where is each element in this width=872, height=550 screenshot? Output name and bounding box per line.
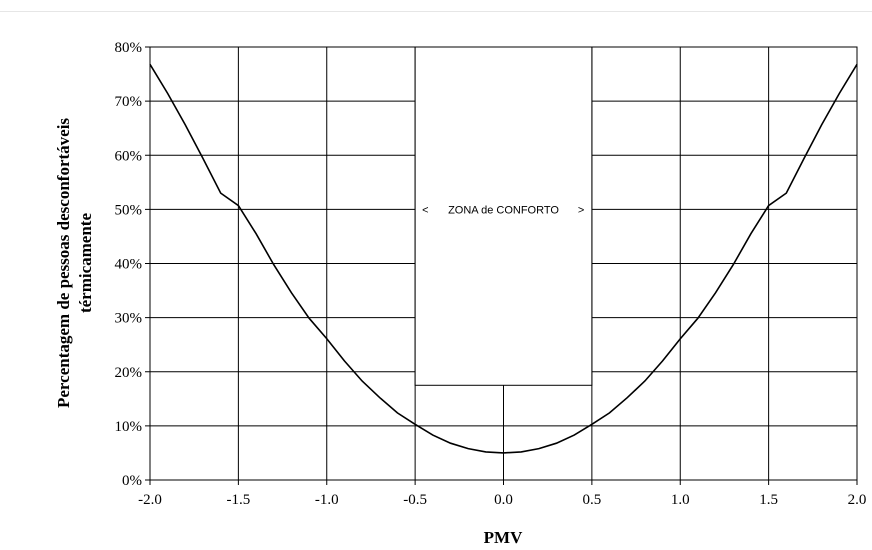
y-tick-label: 40% [115,257,143,273]
x-tick-label: -1.0 [315,492,339,508]
y-axis-title-line-2: térmicamente [76,213,95,314]
y-axis-title: Percentagem de pessoas desconfortáveis t… [54,118,95,408]
comfort-zone-right-marker: > [578,204,584,216]
y-axis-title-line-1: Percentagem de pessoas desconfortáveis [54,118,73,408]
x-tick-label: 0.0 [494,492,513,508]
y-tick-label: 80% [115,40,143,56]
y-tick-labels: 0% 10% 20% 30% 40% 50% 60% 70% 80% [115,40,143,489]
x-tick-label: 2.0 [848,492,867,508]
x-tick-label: -1.5 [227,492,251,508]
y-tick-label: 20% [115,365,143,381]
y-tick-label: 50% [115,202,143,218]
ppd-curve [149,63,858,454]
x-tick-labels: -2.0 -1.5 -1.0 -0.5 0.0 0.5 1.0 1.5 2.0 [138,492,866,508]
comfort-zone-box [414,46,593,386]
x-tick-label: 0.5 [583,492,602,508]
y-tick-label: 0% [122,473,142,489]
y-tick-label: 60% [115,148,143,164]
x-tick-label: -0.5 [403,492,427,508]
x-axis-title: PMV [484,528,523,547]
x-tick-label: 1.5 [759,492,778,508]
y-tick-label: 30% [115,311,143,327]
x-tick-label: -2.0 [138,492,162,508]
y-tick-label: 10% [115,419,143,435]
comfort-zone-label: ZONA de CONFORTO [448,204,559,216]
comfort-zone: < ZONA de CONFORTO > [414,46,593,386]
y-tick-label: 70% [115,94,143,110]
x-tick-label: 1.0 [671,492,690,508]
top-divider [0,11,872,12]
comfort-zone-left-marker: < [422,204,428,216]
